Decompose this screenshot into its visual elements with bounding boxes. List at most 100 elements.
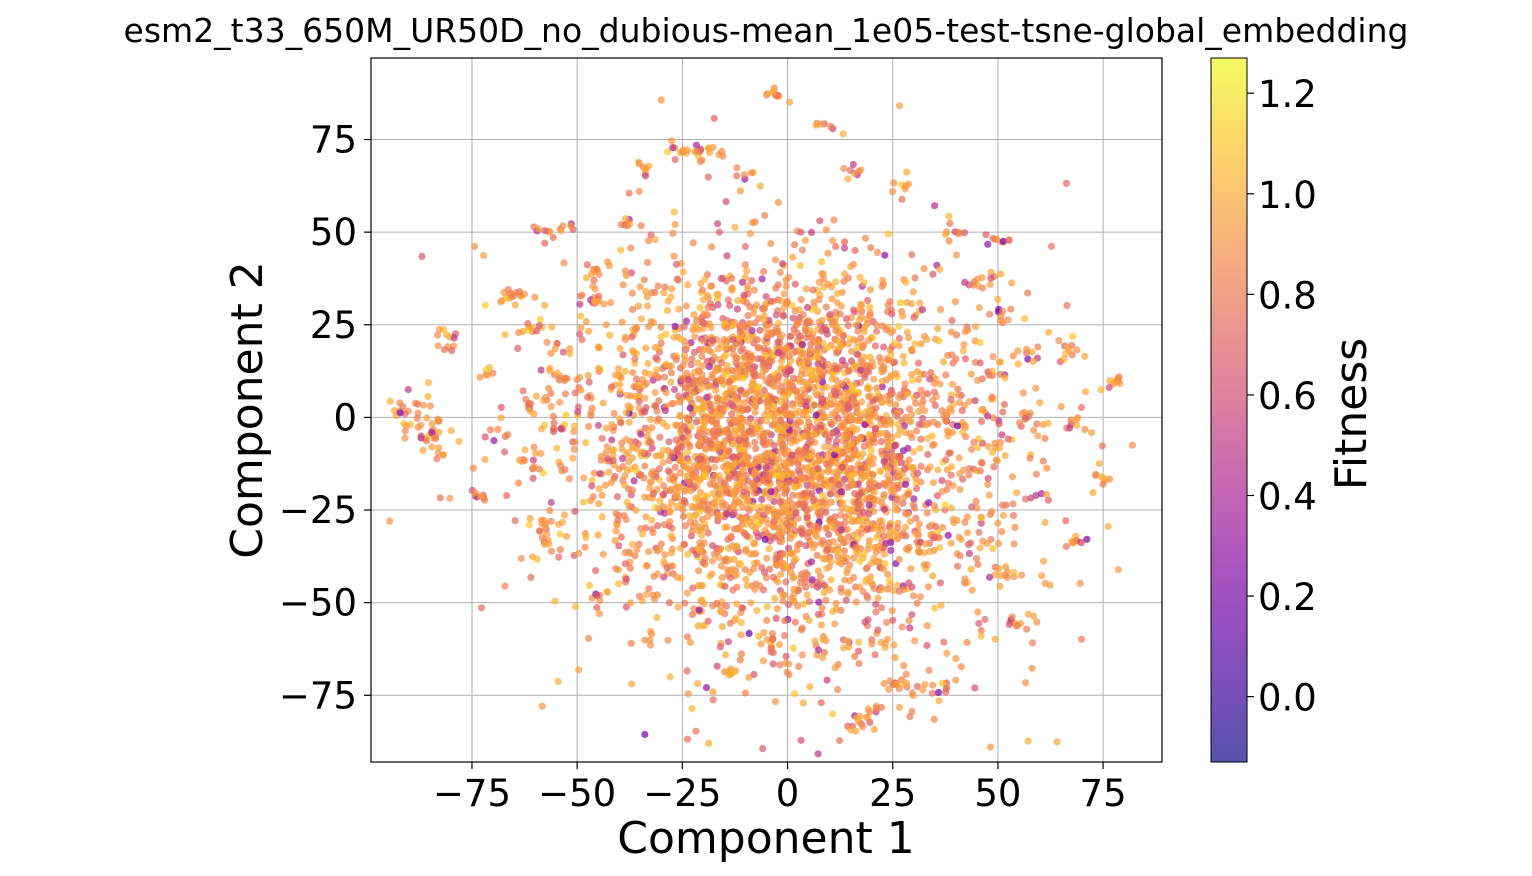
- scatter-point: [625, 189, 633, 197]
- scatter-point: [930, 502, 938, 510]
- scatter-point: [984, 412, 992, 420]
- scatter-point: [985, 371, 993, 379]
- scatter-point: [919, 391, 927, 399]
- scatter-point: [996, 370, 1004, 378]
- scatter-point: [945, 429, 953, 437]
- scatter-point: [651, 236, 659, 244]
- scatter-point: [801, 446, 809, 454]
- scatter-point: [642, 590, 651, 599]
- scatter-point: [909, 463, 917, 472]
- scatter-point: [739, 374, 747, 382]
- scatter-point: [855, 409, 864, 417]
- scatter-point: [850, 386, 858, 395]
- scatter-point: [549, 412, 558, 420]
- scatter-point: [889, 452, 897, 460]
- scatter-point: [934, 688, 943, 697]
- colorbar-tick-label: 1.2: [1258, 73, 1317, 116]
- scatter-point: [791, 618, 799, 626]
- scatter-point: [997, 572, 1005, 580]
- scatter-point: [541, 227, 549, 235]
- scatter-point: [704, 144, 713, 152]
- scatter-point: [1072, 532, 1080, 540]
- scatter-point: [686, 442, 694, 450]
- scatter-point: [905, 456, 913, 464]
- scatter-point: [887, 306, 895, 314]
- scatter-point: [723, 510, 731, 518]
- scatter-point: [896, 425, 904, 434]
- scatter-point: [824, 360, 832, 368]
- scatter-point: [626, 550, 635, 558]
- scatter-point: [1081, 425, 1089, 433]
- scatter-point: [684, 417, 692, 425]
- scatter-point: [760, 629, 768, 637]
- scatter-point: [883, 355, 891, 363]
- scatter-point: [708, 374, 716, 382]
- scatter-point: [740, 399, 749, 407]
- scatter-point: [984, 240, 992, 248]
- scatter-point: [818, 270, 826, 278]
- scatter-point: [995, 420, 1003, 428]
- scatter-point: [844, 340, 853, 348]
- scatter-point: [832, 365, 840, 373]
- scatter-point: [808, 372, 816, 381]
- scatter-point: [715, 472, 723, 480]
- scatter-point: [722, 351, 730, 359]
- scatter-point: [646, 415, 655, 424]
- scatter-point: [789, 314, 797, 322]
- scatter-point: [620, 512, 628, 520]
- scatter-point: [1020, 408, 1028, 417]
- scatter-point: [701, 445, 710, 453]
- scatter-point: [718, 359, 726, 367]
- scatter-point: [785, 660, 793, 668]
- scatter-point: [733, 480, 741, 489]
- scatter-point: [1013, 489, 1021, 497]
- scatter-point: [999, 307, 1007, 315]
- scatter-point: [684, 690, 692, 698]
- scatter-point: [709, 688, 717, 696]
- scatter-point: [796, 332, 805, 340]
- scatter-point: [632, 375, 641, 383]
- y-axis-label: Component 2: [222, 261, 273, 558]
- scatter-point: [528, 324, 536, 332]
- scatter-point: [927, 369, 935, 377]
- scatter-point: [807, 437, 815, 446]
- scatter-point: [855, 659, 863, 668]
- scatter-point: [826, 586, 834, 594]
- scatter-point: [751, 319, 759, 327]
- scatter-point: [869, 454, 878, 462]
- scatter-point: [1097, 386, 1105, 394]
- scatter-point: [837, 584, 845, 592]
- scatter-point: [984, 442, 992, 451]
- scatter-point: [780, 290, 788, 298]
- scatter-point: [908, 434, 916, 442]
- scatter-point: [782, 276, 790, 284]
- scatter-point: [775, 641, 784, 649]
- scatter-point: [653, 614, 661, 622]
- scatter-point: [612, 527, 620, 535]
- scatter-point: [779, 260, 787, 268]
- scatter-point: [823, 450, 832, 458]
- scatter-point: [960, 341, 968, 349]
- scatter-point: [977, 626, 985, 635]
- scatter-point: [649, 490, 658, 498]
- scatter-point: [743, 360, 752, 368]
- scatter-point: [695, 567, 703, 575]
- scatter-point: [818, 604, 826, 612]
- scatter-point: [791, 527, 799, 535]
- scatter-point: [846, 577, 854, 585]
- scatter-point: [674, 603, 682, 611]
- scatter-point: [877, 429, 885, 437]
- scatter-point: [514, 344, 522, 352]
- scatter-point: [880, 565, 888, 573]
- scatter-point: [963, 638, 971, 647]
- scatter-point: [814, 338, 822, 346]
- scatter-point: [832, 599, 840, 607]
- scatter-point: [801, 236, 810, 245]
- scatter-point: [476, 373, 484, 381]
- scatter-point: [915, 375, 923, 384]
- scatter-point: [833, 349, 841, 357]
- scatter-point: [893, 532, 901, 540]
- scatter-point: [923, 335, 931, 343]
- scatter-point: [945, 449, 953, 457]
- scatter-point: [789, 644, 797, 652]
